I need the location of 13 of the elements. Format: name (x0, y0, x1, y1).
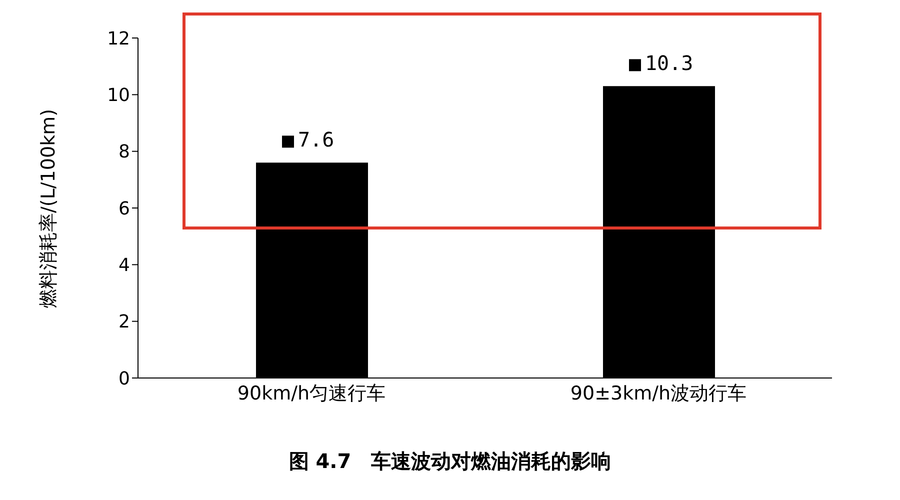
data-label: 10.3 (645, 51, 694, 76)
y-tick-label: 12 (107, 28, 130, 50)
y-tick-label: 6 (118, 198, 130, 220)
data-label: 7.6 (298, 128, 334, 152)
text: 图 4.7 车速波动对燃油消耗的影响 (288, 448, 612, 475)
y-tick-label: 0 (118, 368, 130, 390)
x-tick-label: 90km/h匀速行车 (237, 382, 386, 404)
y-tick-label: 4 (118, 255, 130, 276)
y-tick-label: 10 (107, 85, 130, 106)
y-tick-label: 8 (118, 142, 130, 163)
x-tick-label: 90±3km/h波动行车 (570, 382, 747, 404)
y-axis-title: 燃料消耗率/(L/100km) (38, 109, 60, 308)
y-tick-label: 2 (118, 312, 130, 333)
